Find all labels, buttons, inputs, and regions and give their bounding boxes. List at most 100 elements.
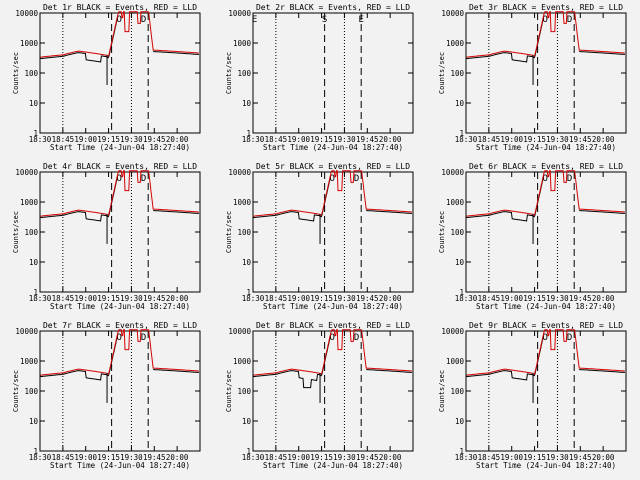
y-axis-label: Counts/sec (225, 211, 233, 253)
plot-frame (465, 171, 627, 293)
ytick-label: 10000 (441, 9, 464, 18)
xtick-label: 20:00 (592, 453, 615, 462)
xtick-label: 20:00 (379, 453, 402, 462)
ytick-label: 1000 (20, 198, 39, 207)
ytick-label: 100 (237, 228, 251, 237)
ytick-label: 10000 (228, 168, 251, 177)
xtick-label: 18:45 (478, 453, 501, 462)
ytick-label: 1 (33, 447, 38, 456)
xtick-label: 20:00 (592, 294, 615, 303)
ytick-label: 10 (29, 258, 39, 267)
series-events-line (40, 17, 199, 63)
xtick-label: 19:30 (333, 135, 356, 144)
xtick-label: 19:00 (287, 135, 310, 144)
xtick-label: 19:30 (333, 453, 356, 462)
xtick-label: 18:30 (242, 453, 265, 462)
xtick-label: 18:45 (265, 294, 288, 303)
plot-frame (465, 330, 627, 452)
ytick-label: 100 (450, 228, 464, 237)
xtick-label: 19:00 (74, 135, 97, 144)
xtick-label: 19:15 (310, 294, 333, 303)
marker-label: D (567, 333, 572, 343)
ytick-label: 1 (459, 129, 464, 138)
marker-label: D (567, 174, 572, 184)
panel-det-6: Det 6r BLACK = Events, RED = LLD 1 10 100 10… (438, 162, 627, 311)
xtick-label: 19:30 (546, 294, 569, 303)
panel-title: Det 5r BLACK = Events, RED = LLD (256, 162, 410, 171)
xtick-label: 19:00 (287, 453, 310, 462)
series-events-line (253, 335, 412, 389)
ytick-label: 1000 (233, 357, 252, 366)
xtick-label: 19:45 (143, 453, 166, 462)
marker-label: O (330, 174, 335, 184)
panel-det-8: Det 8r BLACK = Events, RED = LLD 1 10 100 10… (225, 321, 414, 470)
ytick-label: 1000 (20, 39, 39, 48)
xtick-label: 19:45 (356, 294, 379, 303)
marker-label: O (117, 333, 122, 343)
marker-label: O (543, 15, 548, 25)
ytick-label: 100 (450, 69, 464, 78)
ytick-label: 1000 (233, 198, 252, 207)
plot-frame (252, 171, 414, 293)
xtick-label: 19:00 (500, 135, 523, 144)
x-axis-label: Start Time (24-Jun-04 18:27:40) (476, 461, 616, 470)
panel-det-2: Det 2r BLACK = Events, RED = LLD 1 10 100 10… (225, 3, 414, 152)
ytick-label: 100 (450, 387, 464, 396)
xtick-label: 19:45 (356, 135, 379, 144)
ytick-label: 10000 (15, 168, 38, 177)
x-axis-label: Start Time (24-Jun-04 18:27:40) (476, 143, 616, 152)
xtick-label: 19:15 (523, 294, 546, 303)
ytick-label: 10 (242, 99, 252, 108)
marker-label: D (141, 174, 146, 184)
marker-label: D (354, 174, 359, 184)
xtick-label: 20:00 (166, 135, 189, 144)
xtick-label: 19:45 (356, 453, 379, 462)
xtick-label: 19:00 (500, 294, 523, 303)
ytick-label: 1 (246, 129, 251, 138)
plot-frame (39, 171, 201, 293)
ytick-label: 1000 (233, 39, 252, 48)
panel-title: Det 7r BLACK = Events, RED = LLD (43, 321, 197, 330)
ytick-label: 10 (455, 417, 465, 426)
panel-title: Det 6r BLACK = Events, RED = LLD (469, 162, 623, 171)
series-lld-line (466, 329, 625, 376)
marker-label: E (252, 15, 257, 25)
xtick-label: 18:30 (29, 294, 52, 303)
panel-det-7: Det 7r BLACK = Events, RED = LLD 1 10 100 10… (12, 321, 201, 470)
ytick-label: 1 (246, 288, 251, 297)
series-events-line (40, 176, 199, 222)
xtick-label: 20:00 (379, 135, 402, 144)
xtick-label: 19:15 (97, 294, 120, 303)
panel-det-1: Det 1r BLACK = Events, RED = LLD 1 10 100 10… (12, 3, 201, 152)
xtick-label: 20:00 (592, 135, 615, 144)
xtick-label: 18:45 (265, 453, 288, 462)
xtick-label: 19:00 (500, 453, 523, 462)
series-events-line (466, 335, 625, 381)
xtick-label: 18:45 (52, 294, 75, 303)
xtick-label: 20:00 (379, 294, 402, 303)
ytick-label: 1000 (446, 39, 465, 48)
x-axis-label: Start Time (24-Jun-04 18:27:40) (50, 302, 190, 311)
ytick-label: 100 (24, 228, 38, 237)
ytick-label: 10000 (228, 327, 251, 336)
xtick-label: 19:00 (74, 453, 97, 462)
xtick-label: 18:45 (265, 135, 288, 144)
x-axis-label: Start Time (24-Jun-04 18:27:40) (263, 302, 403, 311)
ytick-label: 10000 (441, 327, 464, 336)
xtick-label: 19:30 (120, 135, 143, 144)
panel-det-9: Det 9r BLACK = Events, RED = LLD 1 10 100 10… (438, 321, 627, 470)
panel-det-5: Det 5r BLACK = Events, RED = LLD 1 10 100 10… (225, 162, 414, 311)
xtick-label: 19:30 (120, 294, 143, 303)
ytick-label: 10 (29, 417, 39, 426)
panel-title: Det 2r BLACK = Events, RED = LLD (256, 3, 410, 12)
plot-frame (252, 330, 414, 452)
xtick-label: 18:30 (29, 135, 52, 144)
series-events-line (466, 176, 625, 222)
y-axis-label: Counts/sec (225, 52, 233, 94)
series-lld-line (40, 170, 199, 217)
marker-label: O (117, 15, 122, 25)
ytick-label: 1 (33, 129, 38, 138)
plot-frame (252, 12, 414, 134)
y-axis-label: Counts/sec (438, 52, 446, 94)
series-lld-line (40, 11, 199, 58)
